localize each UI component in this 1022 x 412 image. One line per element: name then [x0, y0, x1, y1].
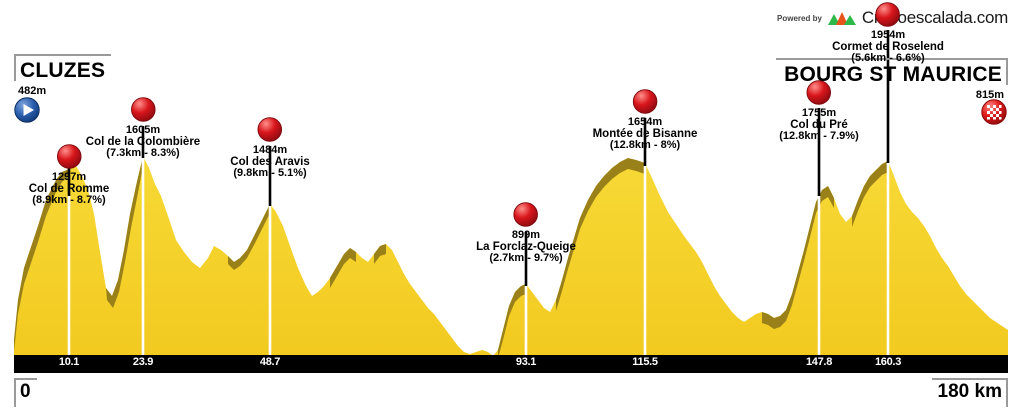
climb-altitude-label: 1605m	[125, 124, 161, 136]
climb-name-label: Col de Romme	[28, 182, 110, 195]
finish-altitude-label: 815m	[975, 89, 1004, 101]
climb-altitude-label: 1755m	[801, 107, 837, 119]
start-play-icon[interactable]	[14, 97, 40, 123]
axis-tick-label: 93.1	[515, 356, 537, 368]
axis-tick-label: 147.8	[805, 356, 833, 368]
climb-name-label: La Forclaz-Queige	[476, 240, 576, 253]
climb-marker[interactable]: 3899mLa Forclaz-Queige(2.7km - 9.7%)	[476, 202, 576, 265]
axis-tick-label: 10.1	[58, 356, 80, 368]
climb-info-text: 1297m Col de Romme (8.9km - 8.7%)	[28, 171, 110, 207]
axis-tick-label: 115.5	[632, 356, 658, 368]
climb-marker[interactable]: 11297mCol de Romme(8.9km - 8.7%)	[28, 144, 110, 207]
finish-city-label: BOURG ST MAURICE	[776, 58, 1008, 85]
climb-name-label: Montée de Bisanne	[592, 127, 698, 140]
climb-name-label: Cormet de Roselend	[832, 40, 944, 53]
climb-altitude-label: 1297m	[51, 171, 87, 183]
climb-marker[interactable]: 21954mCormet de Roselend(5.6km - 6.6%)	[832, 2, 944, 65]
climb-detail-label: (5.6km - 6.6%)	[851, 52, 925, 65]
climb-category-badge: HC	[632, 89, 658, 114]
climb-altitude-label: 1484m	[252, 144, 288, 156]
start-altitude-label: 482m	[18, 85, 47, 97]
climb-name-label: Col de la Colombière	[85, 135, 201, 148]
climb-detail-label: (12.8km - 7.9%)	[779, 130, 859, 143]
climb-detail-label: (12.8km - 8%)	[609, 139, 681, 152]
climb-category-badge: 2	[257, 117, 283, 142]
climb-detail-label: (2.7km - 9.7%)	[489, 252, 563, 265]
climb-info-text: 1605m Col de la Colombière (7.3km - 8.3%)	[85, 124, 201, 160]
climb-category-badge: 2	[875, 2, 901, 27]
climb-detail-label: (8.9km - 8.7%)	[32, 194, 106, 207]
profile-fill	[14, 156, 1008, 356]
axis-tick-label: 160.3	[874, 356, 902, 368]
axis-tick-label: 23.9	[132, 356, 154, 368]
climb-category-badge: 1	[130, 97, 156, 122]
climb-altitude-label: 899m	[511, 229, 541, 241]
climb-category-badge: 1	[56, 144, 82, 169]
climb-category-badge: HC	[806, 80, 832, 105]
climb-name-label: Col des Aravis	[230, 155, 310, 168]
climb-marker[interactable]: HC1755mCol du Pré(12.8km - 7.9%)	[779, 80, 859, 143]
axis-tick-label: 48.7	[259, 356, 281, 368]
distance-start-label: 0	[14, 378, 37, 407]
powered-by-label: Powered by	[777, 13, 822, 23]
climb-marker[interactable]: 21484mCol des Aravis(9.8km - 5.1%)	[230, 117, 310, 180]
start-terminus: CLUZES 482m	[14, 54, 112, 97]
profile-ascent-shading	[14, 156, 888, 358]
climb-info-text: 899m La Forclaz-Queige (2.7km - 9.7%)	[476, 229, 576, 265]
climb-detail-label: (7.3km - 8.3%)	[106, 147, 180, 160]
climb-marker-lines	[67, 30, 890, 356]
climb-altitude-label: 1654m	[627, 116, 663, 128]
climb-marker[interactable]: 11605mCol de la Colombière(7.3km - 8.3%)	[86, 97, 200, 160]
checkered-flag-icon[interactable]	[981, 99, 1007, 125]
climb-info-text: 1654m Montée de Bisanne (12.8km - 8%)	[592, 116, 698, 152]
start-city-label: CLUZES	[14, 54, 112, 81]
climb-info-text: 1755m Col du Pré (12.8km - 7.9%)	[779, 107, 859, 143]
distance-axis-bar	[14, 355, 1008, 373]
climb-info-text: 1484m Col des Aravis (9.8km - 5.1%)	[230, 144, 310, 180]
finish-terminus: BOURG ST MAURICE 815m	[776, 58, 1008, 101]
climb-altitude-label: 1954m	[870, 29, 906, 41]
climb-detail-label: (9.8km - 5.1%)	[233, 167, 307, 180]
distance-end-label: 180 km	[931, 378, 1008, 407]
mountains-icon	[827, 12, 856, 25]
climb-info-text: 1954m Cormet de Roselend (5.6km - 6.6%)	[832, 29, 944, 65]
climb-marker[interactable]: HC1654mMontée de Bisanne(12.8km - 8%)	[592, 89, 698, 152]
climb-category-badge: 3	[513, 202, 539, 227]
climb-name-label: Col du Pré	[790, 118, 848, 131]
